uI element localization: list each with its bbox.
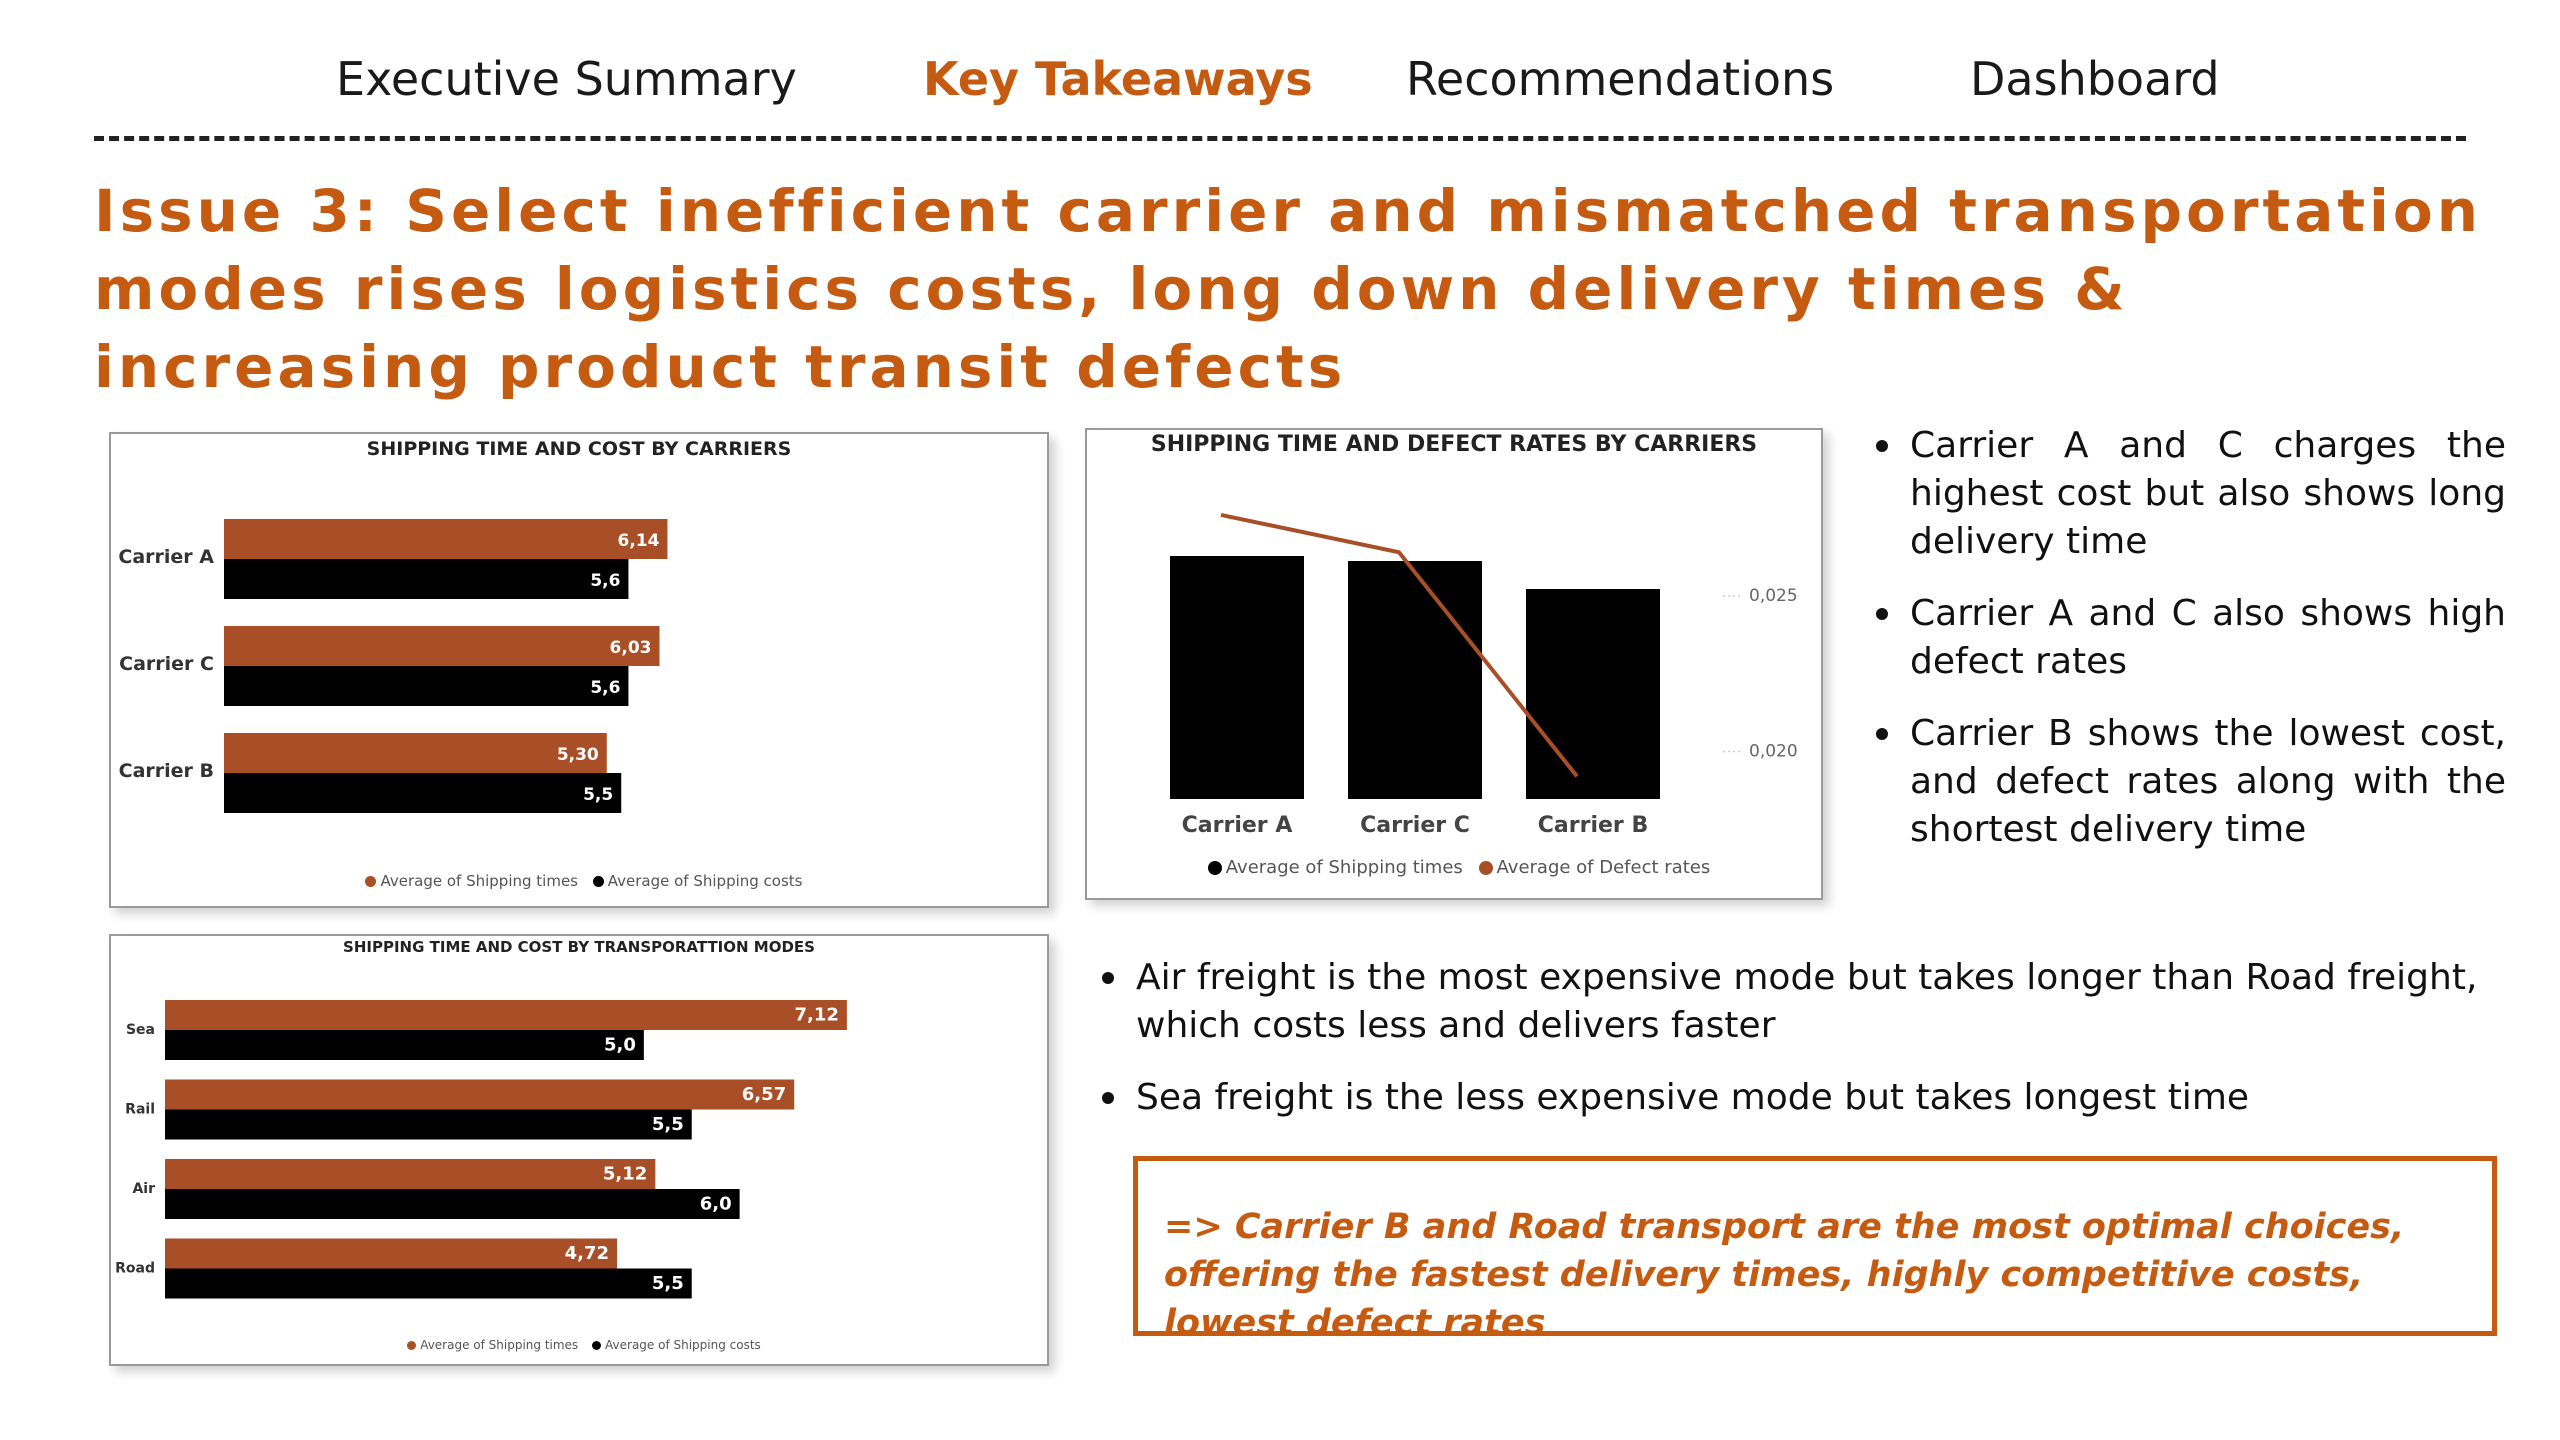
- data-label: 5,5: [652, 1114, 684, 1135]
- nav-recommendations[interactable]: Recommendations: [1406, 52, 1835, 106]
- legend-label: Average of Shipping costs: [607, 872, 803, 890]
- list-item: Carrier B shows the lowest cost, and def…: [1870, 710, 2506, 854]
- category-label: Carrier B: [1538, 813, 1648, 838]
- bar-shipping-cost: [165, 1268, 692, 1299]
- category-label: Sea: [126, 1022, 155, 1038]
- data-label: 5,5: [583, 785, 613, 805]
- list-item: Carrier A and C charges the highest cost…: [1870, 422, 2506, 566]
- bar-shipping-cost: [224, 773, 622, 813]
- conclusion-box: => Carrier B and Road transport are the …: [1133, 1156, 2497, 1343]
- data-label: 4,72: [565, 1243, 609, 1264]
- bar-shipping-time: [165, 1000, 847, 1030]
- data-label: 6,03: [610, 638, 652, 658]
- data-label: 6,0: [700, 1193, 732, 1214]
- legend-swatch-black: [592, 876, 604, 887]
- mode-insights-list: Air freight is the most expensive mode b…: [1096, 954, 2516, 1146]
- legend-swatch-orange: [407, 1341, 417, 1350]
- category-label: Carrier C: [119, 653, 214, 675]
- axis-tick-label: 0,020: [1749, 742, 1798, 762]
- nav-dashboard[interactable]: Dashboard: [1970, 52, 2220, 106]
- nav-divider: [94, 136, 2466, 141]
- chart-title: SHIPPING TIME AND COST BY TRANSPORATTION…: [343, 938, 815, 956]
- chart-modes-panel: SHIPPING TIME AND COST BY TRANSPORATTION…: [109, 934, 1049, 1366]
- bar-shipping-time: [165, 1159, 656, 1189]
- data-label: 6,14: [617, 531, 659, 551]
- legend-label: Average of Shipping costs: [605, 1338, 761, 1352]
- carrier-insights-list: Carrier A and C charges the highest cost…: [1870, 422, 2506, 878]
- data-label: 6,57: [742, 1084, 786, 1105]
- top-nav: Executive Summary Key Takeaways Recommen…: [0, 52, 2560, 122]
- bar-shipping-time: [1526, 589, 1660, 799]
- nav-key-takeaways[interactable]: Key Takeaways: [923, 52, 1313, 106]
- bar-shipping-time: [1348, 561, 1482, 799]
- legend-label: Average of Shipping times: [1225, 857, 1463, 878]
- legend-swatch-orange: [365, 876, 377, 887]
- category-label: Rail: [125, 1102, 155, 1118]
- data-label: 7,12: [794, 1004, 838, 1025]
- legend-swatch-black: [1207, 861, 1222, 875]
- data-label: 5,6: [590, 678, 620, 698]
- category-label: Air: [132, 1181, 155, 1197]
- legend-swatch-orange: [1478, 861, 1493, 875]
- chart-defects-svg: Carrier A Carrier C Carrier B 0,025 0,020: [1170, 512, 1798, 838]
- data-label: 5,6: [590, 571, 620, 591]
- data-label: 5,0: [604, 1034, 636, 1055]
- category-label: Carrier A: [118, 546, 214, 568]
- bar-shipping-time: [224, 519, 668, 559]
- chart-title: SHIPPING TIME AND COST BY CARRIERS: [366, 438, 792, 460]
- nav-executive-summary[interactable]: Executive Summary: [336, 52, 797, 106]
- legend-label: Average of Defect rates: [1496, 857, 1711, 878]
- bar-shipping-cost: [165, 1109, 692, 1140]
- bar-shipping-time: [165, 1079, 795, 1110]
- list-item: Air freight is the most expensive mode b…: [1096, 954, 2516, 1050]
- bar-shipping-cost: [165, 1189, 740, 1219]
- bar-shipping-cost: [165, 1030, 644, 1060]
- chart-legend: Average of Shipping times Average of Shi…: [111, 872, 1047, 890]
- axis-tick-label: 0,025: [1749, 586, 1798, 606]
- list-item: Carrier A and C also shows high defect r…: [1870, 590, 2506, 686]
- legend-swatch-black: [592, 1341, 602, 1350]
- page-title: Issue 3: Select inefficient carrier and …: [94, 177, 2483, 401]
- bar-shipping-time: [224, 626, 660, 666]
- category-label: Carrier B: [119, 760, 214, 782]
- data-label: 5,12: [603, 1163, 647, 1184]
- category-label: Road: [115, 1261, 155, 1277]
- category-label: Carrier C: [1360, 813, 1470, 838]
- chart-defects-panel: SHIPPING TIME AND DEFECT RATES BY CARRIE…: [1085, 428, 1823, 900]
- chart-carriers-svg: Carrier A 6,14 5,6 Carrier C 6,03 5,6 Carrier …: [118, 519, 668, 813]
- data-label: 5,5: [652, 1273, 684, 1294]
- legend-label: Average of Shipping times: [380, 872, 578, 890]
- category-label: Carrier A: [1182, 813, 1293, 838]
- chart-modes-svg: Sea 7,12 5,0 Rail 6,57 5,5 Air 5,12 6,0 Road 4,72 5…: [115, 1000, 847, 1299]
- chart-legend: Average of Shipping times Average of Def…: [1087, 857, 1821, 878]
- bar-shipping-time: [224, 733, 607, 773]
- bar-shipping-time: [1170, 556, 1304, 799]
- bar-shipping-cost: [224, 666, 629, 706]
- bar-shipping-cost: [224, 559, 629, 599]
- line-defect-rates: [1220, 512, 1579, 778]
- data-label: 5,30: [557, 745, 599, 765]
- chart-carriers-panel: SHIPPING TIME AND COST BY CARRIERS Carri…: [109, 432, 1049, 908]
- conclusion-text: => Carrier B and Road transport are the …: [1164, 1207, 2405, 1343]
- chart-legend: Average of Shipping times Average of Shi…: [111, 1338, 1047, 1352]
- list-item: Sea freight is the less expensive mode b…: [1096, 1074, 2516, 1122]
- chart-title: SHIPPING TIME AND DEFECT RATES BY CARRIE…: [1150, 432, 1758, 457]
- legend-label: Average of Shipping times: [420, 1338, 579, 1352]
- bar-shipping-time: [165, 1238, 618, 1269]
